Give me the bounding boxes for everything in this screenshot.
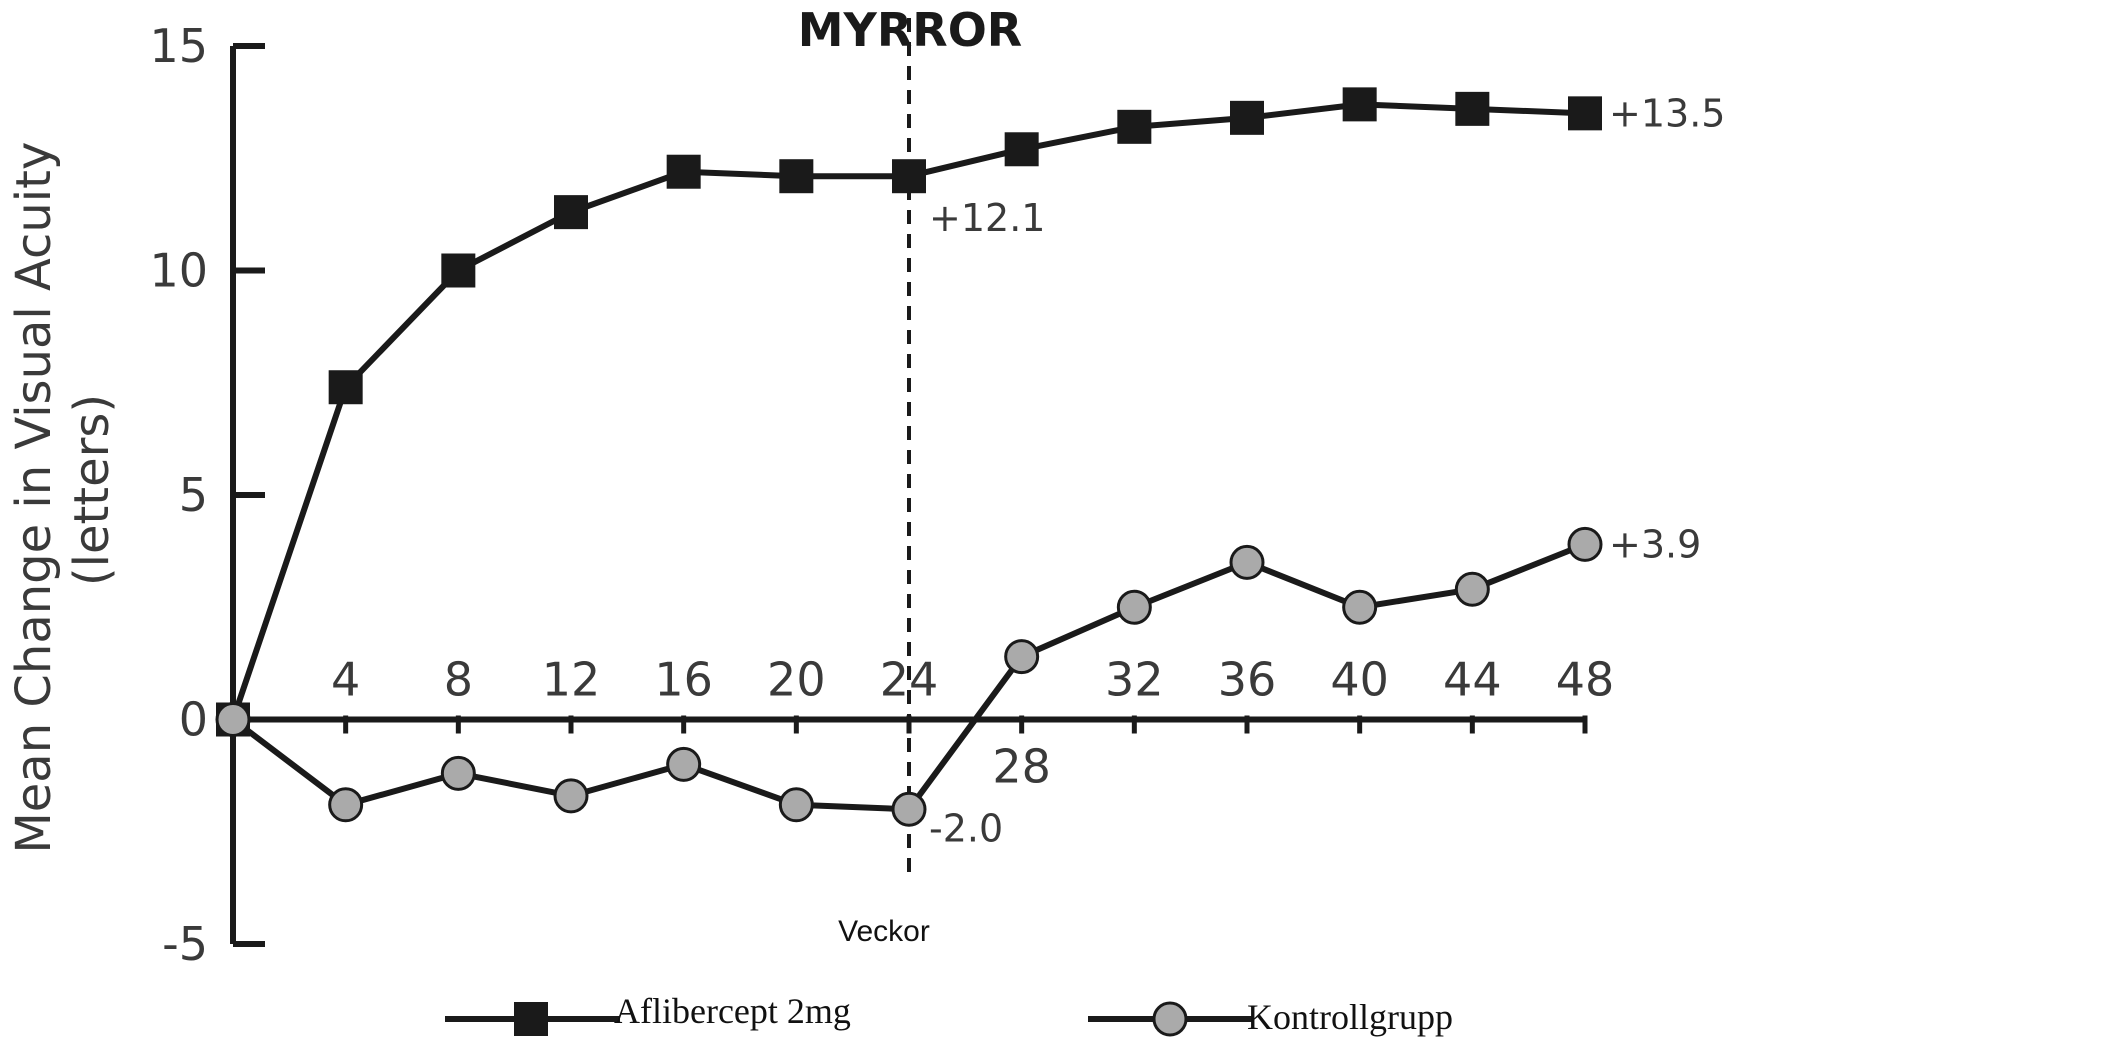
kontrollgrupp-point-marker xyxy=(1116,589,1152,625)
legend: Aflibercept 2mg Kontrollgrupp xyxy=(445,991,1453,1037)
x-tick-label: 36 xyxy=(1218,653,1277,707)
x-tick-label: 32 xyxy=(1105,653,1164,707)
x-tick-label: 4 xyxy=(331,653,360,707)
x-axis-label: Veckor xyxy=(838,915,930,948)
aflibercept-point-marker xyxy=(1568,96,1602,131)
x-tick-label: 40 xyxy=(1330,653,1389,707)
kontrollgrupp-point-marker xyxy=(778,787,814,823)
aflibercept-point-marker xyxy=(1455,91,1490,126)
legend-square-marker xyxy=(514,1002,548,1036)
kontrollgrupp-point-marker xyxy=(440,755,476,791)
y-tick-label: -5 xyxy=(162,917,208,971)
aflibercept-point-marker xyxy=(1004,132,1039,167)
kontrollgrupp-point-marker xyxy=(553,778,589,814)
x-tick-label: 16 xyxy=(654,653,713,707)
legend-label-kontrollgrupp: Kontrollgrupp xyxy=(1247,997,1453,1037)
data-label: +12.1 xyxy=(929,196,1045,240)
data-label: +3.9 xyxy=(1609,522,1701,566)
series-marks: +12.1 +13.5 -2.0 +3.9 xyxy=(215,87,1725,850)
kontrollgrupp-point-marker xyxy=(1567,526,1603,562)
kontrollgrupp-point-marker xyxy=(666,746,702,782)
x-tick-label: 8 xyxy=(444,653,473,707)
aflibercept-point-marker xyxy=(554,195,588,230)
legend-label-aflibercept: Aflibercept 2mg xyxy=(614,991,851,1031)
x-tick-label: 28 xyxy=(992,740,1051,794)
aflibercept-point-marker xyxy=(1230,100,1264,135)
kontrollgrupp-point-marker xyxy=(1229,544,1265,580)
kontrollgrupp-point-marker xyxy=(1454,571,1490,607)
x-tick-label: 20 xyxy=(767,653,826,707)
aflibercept-point-marker xyxy=(1117,109,1152,144)
aflibercept-point-marker xyxy=(892,159,926,194)
y-axis-label-line-2: (letters) xyxy=(64,394,120,586)
aflibercept-point-marker xyxy=(441,253,476,288)
data-label: +13.5 xyxy=(1609,91,1725,135)
y-axis-label-line-1: Mean Change in Visual Acuity xyxy=(6,142,62,854)
kontrollgrupp-point-marker xyxy=(1004,639,1040,675)
aflibercept-point-marker xyxy=(328,370,363,405)
y-tick-label: 15 xyxy=(149,19,208,73)
kontrollgrupp-point-marker xyxy=(1342,589,1378,625)
y-tick-label: 0 xyxy=(179,693,208,747)
y-tick-label: 10 xyxy=(149,244,208,298)
y-axis-label: Mean Change in Visual Acuity (letters) xyxy=(6,126,120,853)
x-tick-label: 48 xyxy=(1556,653,1615,707)
kontrollgrupp-point-marker xyxy=(215,702,251,737)
data-label: -2.0 xyxy=(929,806,1003,850)
legend-circle-marker xyxy=(1152,1001,1188,1037)
y-tick-label: 5 xyxy=(179,468,208,522)
kontrollgrupp-point-marker xyxy=(328,787,364,823)
aflibercept-point-marker xyxy=(779,159,814,194)
x-tick-label: 12 xyxy=(542,653,601,707)
aflibercept-point-marker xyxy=(1342,87,1377,122)
aflibercept-point-marker xyxy=(666,154,701,189)
legend-item-aflibercept: Aflibercept 2mg xyxy=(445,991,851,1036)
kontrollgrupp-point-marker xyxy=(891,791,927,827)
x-tick-label: 44 xyxy=(1443,653,1502,707)
legend-item-kontrollgrupp: Kontrollgrupp xyxy=(1088,997,1453,1037)
